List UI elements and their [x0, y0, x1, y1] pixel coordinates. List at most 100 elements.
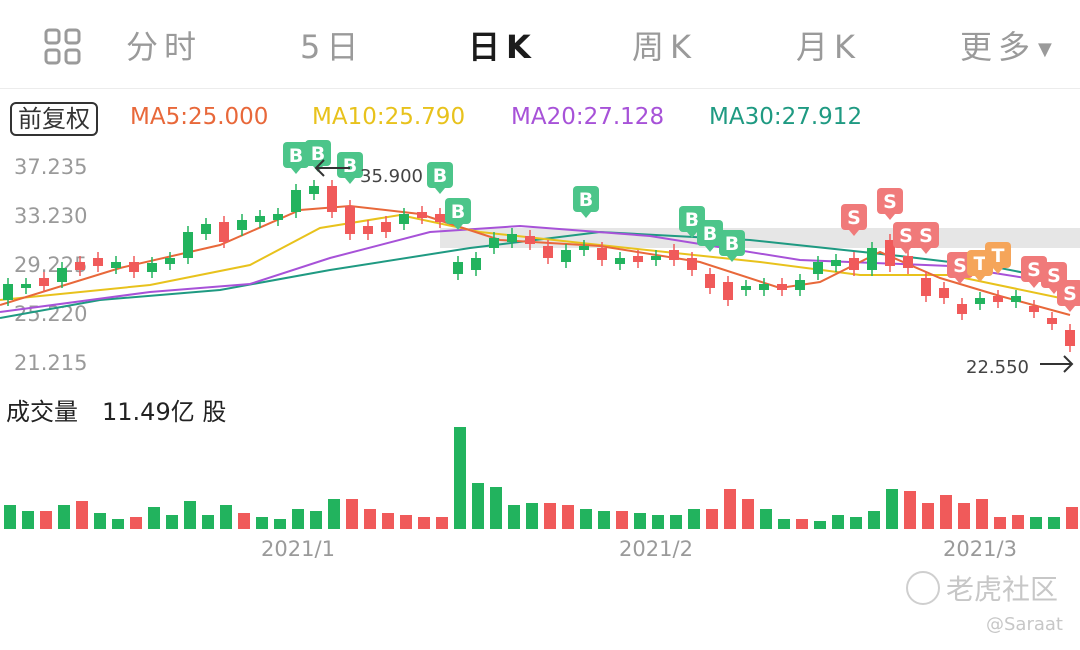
volume-bar: [238, 513, 250, 529]
ma20-label: MA20:27.128: [511, 104, 665, 130]
candle-body: [471, 258, 481, 270]
candle-body: [831, 260, 841, 266]
candle-body: [723, 282, 733, 300]
candle-body: [57, 268, 67, 282]
candle-body: [147, 263, 157, 272]
tab-more[interactable]: 更多 ▼: [960, 22, 1058, 68]
signal-marker-label: B: [343, 155, 357, 177]
signal-marker-label: S: [1047, 265, 1061, 287]
signal-marker-tip: [291, 168, 301, 174]
volume-bar: [184, 501, 196, 529]
low-arrow-head: [1063, 355, 1074, 373]
signal-marker: [947, 252, 973, 278]
ma10-label: MA10:25.790: [312, 104, 466, 130]
signal-marker-label: B: [433, 165, 447, 187]
candle-body: [1065, 330, 1075, 346]
candle-body: [129, 262, 139, 272]
ma-line: [0, 213, 1071, 301]
volume-bar: [382, 513, 394, 529]
volume-header: 成交量 11.49亿 股: [6, 392, 226, 427]
candle-body: [993, 296, 1003, 302]
candle-body: [741, 286, 751, 290]
candle-body: [849, 258, 859, 270]
signal-marker-label: S: [899, 225, 913, 247]
candle-body: [3, 284, 13, 300]
volume-label: 成交量: [6, 398, 78, 426]
credit: @Saraat: [986, 614, 1063, 635]
signal-marker-label: S: [847, 207, 861, 229]
candle-body: [165, 258, 175, 264]
tab-monthly-k[interactable]: 月K: [796, 28, 861, 66]
candle-body: [489, 238, 499, 248]
price-axis-label: 33.230: [14, 204, 87, 228]
signal-marker-label: B: [451, 201, 465, 223]
signal-marker-label: S: [1063, 283, 1077, 305]
candle-body: [597, 248, 607, 260]
candle-body: [669, 250, 679, 260]
candle-body: [921, 278, 931, 296]
adjust-button[interactable]: 前复权: [10, 102, 98, 136]
volume-bar: [634, 513, 646, 529]
candle-body: [201, 224, 211, 234]
tab-weekly-k[interactable]: 周K: [632, 28, 697, 66]
signal-marker-tip: [687, 232, 697, 238]
volume-bar: [688, 509, 700, 529]
volume-bar: [616, 511, 628, 529]
volume-bar: [886, 489, 898, 529]
volume-bar: [850, 517, 862, 529]
candle-body: [885, 240, 895, 266]
volume-bar: [4, 505, 16, 529]
volume-bar: [976, 499, 988, 529]
volume-bar: [22, 511, 34, 529]
tab-daily-k[interactable]: 日K: [468, 28, 537, 66]
volume-bar: [130, 517, 142, 529]
signal-marker: [719, 230, 745, 256]
signal-marker-label: B: [289, 145, 303, 167]
signal-marker-tip: [727, 256, 737, 262]
signal-marker: [841, 204, 867, 230]
date-axis-label: 2021/2: [619, 537, 693, 560]
volume-bar: [364, 509, 376, 529]
volume-bar: [76, 501, 88, 529]
candle-body: [291, 190, 301, 212]
candle-body: [687, 258, 697, 270]
signal-marker: [1057, 280, 1080, 306]
candle-body: [579, 246, 589, 250]
volume-bar: [112, 519, 124, 529]
candle-body: [399, 214, 409, 224]
signal-marker-tip: [1065, 306, 1075, 312]
tab-5day[interactable]: 5日: [300, 28, 365, 66]
signal-marker-tip: [435, 188, 445, 194]
volume-bar: [40, 511, 52, 529]
candle-body: [183, 232, 193, 258]
tab-timeshare[interactable]: 分时: [126, 28, 203, 66]
watermark-text: 老虎社区: [946, 573, 1059, 606]
candle-body: [345, 206, 355, 234]
volume-bar: [832, 515, 844, 529]
signal-marker-label: B: [725, 233, 739, 255]
volume-bar: [166, 515, 178, 529]
tiger-logo-icon: [906, 571, 940, 605]
price-axis-label: 37.235: [14, 155, 87, 179]
volume-bar: [940, 495, 952, 529]
price-axis-label: 21.215: [14, 351, 87, 375]
signal-marker-tip: [345, 178, 355, 184]
volume-bar: [256, 517, 268, 529]
ma-legend: 前复权 MA5:25.000 MA10:25.790 MA20:27.128 M…: [0, 100, 1080, 136]
watermark: 老虎社区: [906, 568, 1058, 608]
signal-marker: [283, 142, 309, 168]
volume-bar: [706, 509, 718, 529]
grid-menu-icon[interactable]: [44, 28, 82, 66]
volume-bar: [454, 427, 466, 529]
candle-body: [813, 262, 823, 274]
volume-bar: [796, 519, 808, 529]
candle-body: [705, 274, 715, 288]
candle-body: [777, 284, 787, 290]
signal-marker: [445, 198, 471, 224]
candle-body: [75, 262, 85, 270]
signal-marker: [697, 220, 723, 246]
candle-body: [453, 262, 463, 274]
volume-bar: [292, 509, 304, 529]
volume-bar: [202, 515, 214, 529]
